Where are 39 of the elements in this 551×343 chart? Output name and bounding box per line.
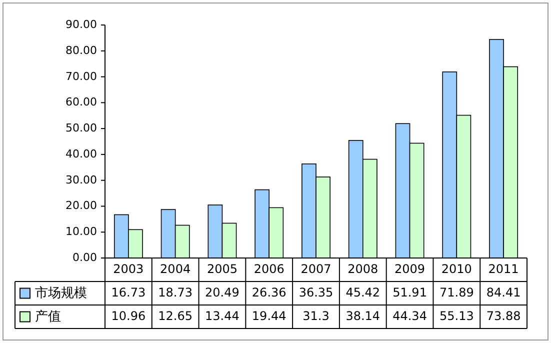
data-label: 31.3	[302, 309, 330, 324]
y-tick-label: 60.00	[66, 96, 97, 109]
legend-label: 产值	[35, 309, 61, 324]
y-tick-label: 20.00	[66, 199, 97, 212]
legend-label: 市场规模	[35, 286, 87, 301]
data-label: 10.96	[111, 309, 146, 324]
data-label: 84.41	[486, 286, 521, 300]
data-label: 45.42	[346, 286, 380, 300]
data-label: 51.91	[392, 286, 427, 300]
x-tick-label: 2003	[113, 262, 144, 276]
data-label: 18.73	[158, 286, 193, 300]
x-tick-label: 2011	[488, 262, 519, 276]
x-tick-label: 2006	[254, 262, 284, 276]
y-tick-label: 50.00	[66, 122, 97, 135]
x-tick-label: 2010	[441, 262, 472, 276]
x-tick-label: 2005	[206, 262, 238, 276]
y-tick-label: 30.00	[66, 173, 97, 186]
data-label: 13.44	[205, 309, 240, 324]
x-tick-label: 2004	[160, 262, 191, 276]
y-tick-label: 70.00	[66, 70, 97, 83]
data-label: 36.35	[298, 286, 334, 300]
x-tick-label: 2008	[348, 262, 378, 276]
y-tick-label: 90.00	[66, 18, 97, 32]
data-label: 12.65	[158, 309, 193, 324]
data-label: 38.14	[346, 309, 380, 324]
y-tick-label: 40.00	[66, 147, 97, 160]
data-label: 71.89	[439, 286, 474, 300]
y-tick-label: 10.00	[66, 225, 97, 238]
data-label: 16.73	[111, 286, 146, 300]
data-label: 44.34	[392, 309, 427, 324]
x-tick-label: 2007	[300, 262, 332, 276]
data-label: 73.88	[486, 309, 521, 324]
y-tick-label: 80.00	[66, 44, 97, 57]
data-label: 20.49	[205, 286, 240, 300]
data-label: 19.44	[252, 309, 286, 324]
data-label: 55.13	[439, 309, 474, 324]
x-tick-label: 2009	[394, 262, 426, 276]
data-label: 26.36	[252, 286, 286, 300]
y-tick-label: 0.00	[72, 251, 97, 264]
